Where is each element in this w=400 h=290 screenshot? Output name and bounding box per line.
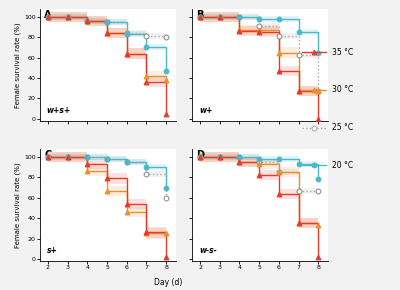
Text: w-s-: w-s- bbox=[199, 246, 217, 255]
Text: D: D bbox=[196, 150, 204, 160]
Text: C: C bbox=[44, 150, 51, 160]
Text: A: A bbox=[44, 10, 52, 20]
Text: 35 °C: 35 °C bbox=[332, 48, 353, 57]
Text: w+s+: w+s+ bbox=[47, 106, 71, 115]
Y-axis label: Female survival rate (%): Female survival rate (%) bbox=[15, 22, 22, 108]
Text: s+: s+ bbox=[47, 246, 58, 255]
Text: 25 °C: 25 °C bbox=[332, 123, 353, 132]
Text: 30 °C: 30 °C bbox=[332, 85, 353, 95]
Text: 20 °C: 20 °C bbox=[332, 161, 353, 170]
Text: B: B bbox=[196, 10, 204, 20]
Text: Day (d): Day (d) bbox=[154, 278, 182, 287]
Text: w+: w+ bbox=[199, 106, 212, 115]
Y-axis label: Female survival rate (%): Female survival rate (%) bbox=[15, 162, 22, 248]
